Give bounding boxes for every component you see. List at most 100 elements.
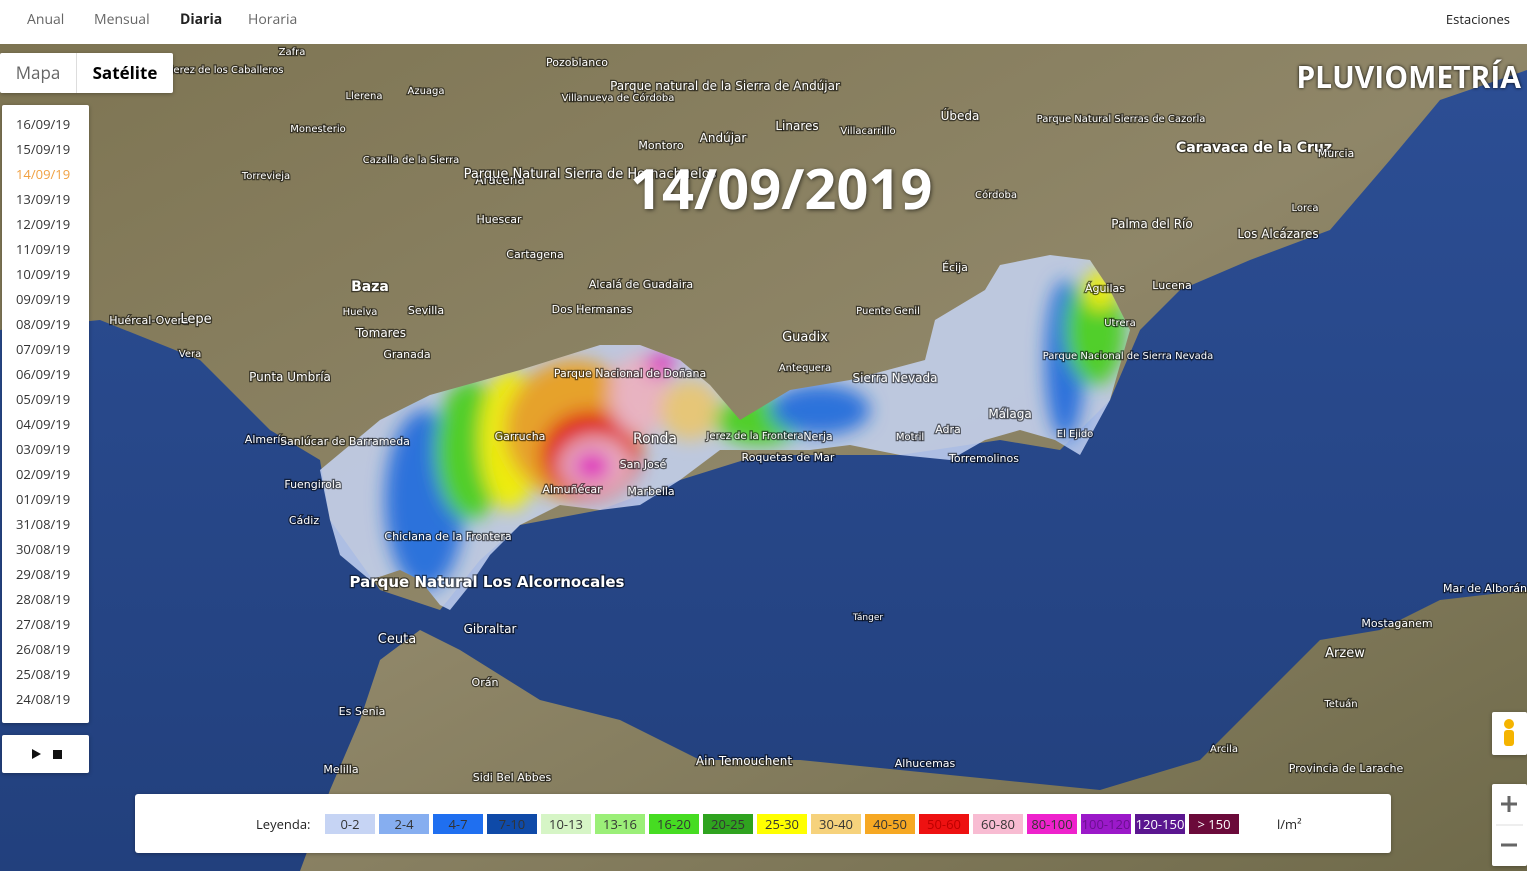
map-label: Orán (472, 676, 499, 689)
sea (0, 70, 1527, 871)
map-label: Sierra Nevada (853, 371, 938, 385)
map-label: Parque Natural Sierra de Hornachuelos (464, 167, 717, 182)
map-label: Ceuta (378, 632, 416, 647)
map-type-option[interactable]: Mapa (0, 53, 77, 93)
street-view[interactable] (1492, 712, 1527, 755)
date-list: 16/09/19 15/09/19 14/09/19 13/09/19 12/09/19… (2, 105, 89, 723)
date-item[interactable]: 04/09/19 (16, 415, 71, 433)
date-item[interactable]: 03/09/19 (16, 440, 71, 458)
map-label: Jerez de los Caballeros (169, 65, 283, 76)
map-label: Linares (775, 119, 818, 133)
map-label: Tánger (852, 613, 883, 623)
map-type-option[interactable]: Satélite (92, 61, 158, 84)
map-label: Nerja (803, 430, 832, 443)
map-label: Garrucha (495, 430, 546, 443)
nav-tab[interactable]: Mensual (94, 10, 150, 29)
zoom-in[interactable] (1501, 796, 1517, 812)
map-label: Baza (351, 279, 389, 295)
date-item[interactable]: 14/09/19 (16, 165, 71, 183)
map-label: Cádiz (289, 514, 319, 527)
map-label: Vera (179, 349, 201, 360)
date-item[interactable]: 31/08/19 (16, 515, 71, 533)
stations-link[interactable]: Estaciones (1445, 10, 1510, 28)
date-item[interactable]: 25/08/19 (16, 665, 71, 683)
date-item[interactable]: 16/09/19 (16, 115, 71, 133)
map-label: Parque Nacional de Doñana (554, 367, 706, 380)
map-label: Ain Temouchent (696, 754, 792, 768)
date-item[interactable]: 07/09/19 (16, 340, 71, 358)
map-label: Parque natural de la Sierra de Andújar (610, 79, 840, 93)
date-item[interactable]: 10/09/19 (16, 265, 71, 283)
map-label: Fuengirola (284, 478, 341, 491)
map-label: Málaga (988, 407, 1031, 421)
map-label: Arzew (1325, 646, 1365, 661)
map-label: Utrera (1104, 318, 1136, 329)
date-item[interactable]: 27/08/19 (16, 615, 71, 633)
date-item[interactable]: 13/09/19 (16, 190, 71, 208)
map-label: Guadix (782, 330, 828, 345)
date-item[interactable]: 29/08/19 (16, 565, 71, 583)
map-label: Roquetas de Mar (742, 451, 835, 464)
map-label: Villanueva de Córdoba (562, 92, 675, 104)
nav-tab[interactable]: Anual (27, 10, 65, 29)
map-label: San José (620, 458, 667, 471)
map-label: Andújar (700, 131, 747, 145)
legend-title: Leyenda: (256, 815, 311, 833)
map-label: Cartagena (506, 248, 563, 261)
map-label: Parque Nacional de Sierra Nevada (1043, 351, 1214, 362)
map-label: Úbeda (941, 108, 980, 123)
nav-tab[interactable]: Horaria (248, 10, 298, 29)
map-label: Puente Genil (856, 306, 920, 317)
play-button[interactable] (32, 749, 41, 759)
date-item[interactable]: 08/09/19 (16, 315, 71, 333)
date-item[interactable]: 24/08/19 (16, 690, 71, 708)
map-label: Lorca (1291, 203, 1318, 214)
map-label: Écija (942, 261, 968, 274)
date-title: 14/09/2019 (630, 150, 933, 226)
date-item[interactable]: 01/09/19 (16, 490, 71, 508)
map-label: Lucena (1152, 279, 1191, 292)
map-type-control: Mapa Satélite (0, 53, 173, 93)
map-label: Montoro (638, 139, 684, 152)
date-item[interactable]: 26/08/19 (16, 640, 71, 658)
stop-button[interactable] (53, 750, 62, 759)
legend-swatch: 120-150 (1135, 814, 1185, 834)
date-item[interactable]: 09/09/19 (16, 290, 71, 308)
map-label: Marbella (627, 485, 674, 498)
map-label: Zafra (279, 47, 306, 58)
map-label: Murcia (1318, 147, 1355, 160)
date-item[interactable]: 15/09/19 (16, 140, 71, 158)
nav-tab[interactable]: Diaria (180, 10, 223, 29)
date-item[interactable]: 12/09/19 (16, 215, 71, 233)
map-label: Huércal-Overa (109, 314, 189, 327)
map-label: Arcila (1210, 744, 1238, 755)
map-label: Tomares (355, 326, 406, 340)
playback-icons (32, 749, 62, 759)
legend-swatch: 4-7 (433, 814, 483, 834)
date-item[interactable]: 11/09/19 (16, 240, 71, 258)
map-label: Granada (383, 348, 430, 361)
map-label: Es Senia (339, 705, 386, 718)
legend-swatch: 50-60 (919, 814, 969, 834)
date-item[interactable]: 05/09/19 (16, 390, 71, 408)
date-item[interactable]: 28/08/19 (16, 590, 71, 608)
map-label: Provincia de Larache (1289, 762, 1404, 775)
map-label: Los Alcázares (1237, 227, 1318, 241)
map-label: Sidi Bel Abbes (473, 771, 552, 784)
map-label: Águilas (1085, 282, 1125, 295)
map-label: Pozoblanco (546, 56, 608, 69)
map-label: Motril (896, 432, 924, 443)
map-label: Llerena (345, 91, 382, 102)
map-label: Melilla (323, 763, 358, 776)
map-label: Villacarrillo (840, 126, 895, 137)
map-label: Caravaca de la Cruz (1176, 140, 1332, 156)
date-item[interactable]: 06/09/19 (16, 365, 71, 383)
zoom-control (1492, 784, 1527, 866)
map-label: Azuaga (407, 86, 444, 97)
date-item[interactable]: 02/09/19 (16, 465, 71, 483)
map-label: Dos Hermanas (552, 303, 633, 316)
map-label: Antequera (779, 363, 831, 374)
date-item[interactable]: 30/08/19 (16, 540, 71, 558)
map-label: Palma del Río (1111, 217, 1192, 231)
